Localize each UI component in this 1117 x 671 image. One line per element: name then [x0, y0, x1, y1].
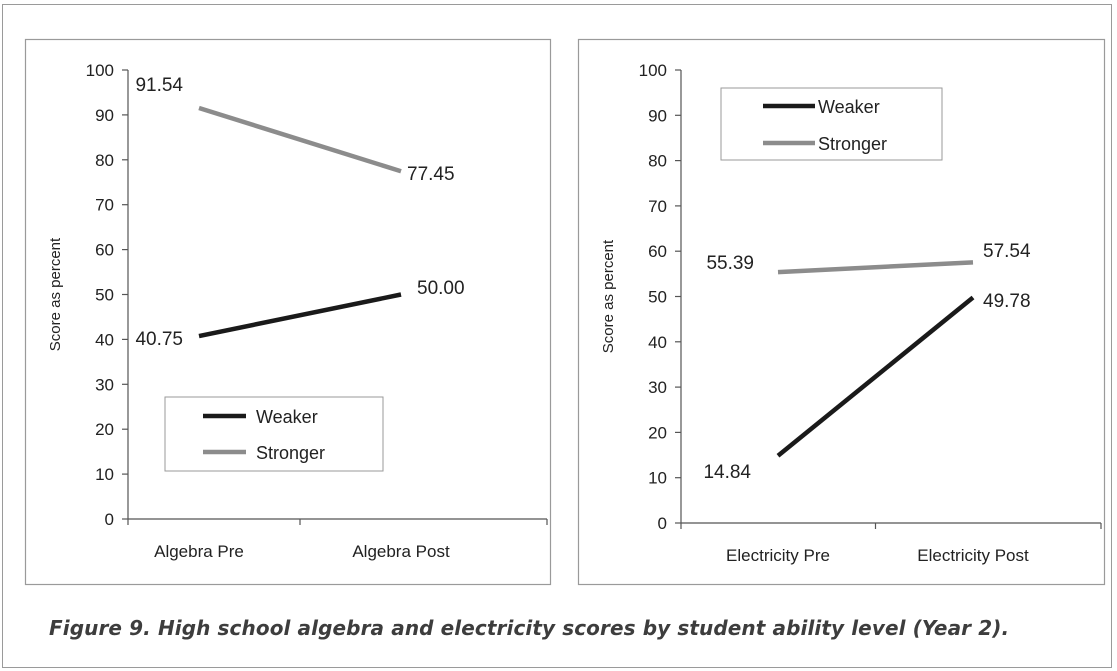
algebra-data-label: 40.75	[135, 329, 183, 350]
electricity-data-label: 49.78	[983, 291, 1031, 312]
electricity-y-tick-label: 0	[658, 514, 667, 533]
algebra-series-line-stronger	[198, 105, 402, 174]
electricity-y-tick-label: 40	[648, 333, 667, 352]
algebra-y-tick-label: 100	[86, 61, 114, 80]
algebra-data-label: 91.54	[135, 75, 183, 96]
algebra-y-axis-title: Score as percent	[47, 237, 64, 351]
electricity-y-axis-title: Score as percent	[600, 239, 617, 353]
algebra-y-tick-label: 20	[95, 420, 114, 439]
electricity-series-line-stronger	[777, 260, 974, 275]
algebra-chart: 0 10 20 30 40 50 60 70 80 90 100 Algebra Pre Algebra…	[24, 38, 552, 586]
electricity-y-tick-label: 70	[648, 197, 667, 216]
algebra-category-label: Algebra Post	[352, 542, 450, 561]
algebra-chart-panel: 0 10 20 30 40 50 60 70 80 90 100 Algebra Pre Algebra…	[24, 38, 552, 586]
algebra-y-tick-label: 10	[95, 465, 114, 484]
electricity-chart-panel: 0 10 20 30 40 50 60 70 80 90 100 Electricity Pre Ele…	[577, 38, 1106, 586]
algebra-y-tick-label: 40	[95, 330, 114, 349]
electricity-y-tick-label: 50	[648, 288, 667, 307]
electricity-category-label: Electricity Post	[917, 546, 1029, 565]
electricity-y-tick-label: 90	[648, 106, 667, 125]
algebra-y-tick-label: 60	[95, 241, 114, 260]
algebra-category-label: Algebra Pre	[154, 542, 244, 561]
electricity-y-tick-label: 10	[648, 469, 667, 488]
electricity-data-label: 57.54	[983, 241, 1031, 262]
algebra-legend-label: Stronger	[256, 443, 325, 463]
algebra-series-line-weaker	[198, 292, 402, 339]
algebra-legend-box	[164, 396, 384, 472]
electricity-data-label: 14.84	[703, 462, 751, 483]
electricity-legend-label: Stronger	[818, 134, 887, 154]
algebra-panel-border	[24, 38, 552, 586]
electricity-y-tick-label: 60	[648, 242, 667, 261]
figure-caption: Figure 9. High school algebra and electr…	[49, 616, 1010, 640]
electricity-category-label: Electricity Pre	[726, 546, 830, 565]
algebra-y-tick-label: 70	[95, 196, 114, 215]
algebra-data-label: 77.45	[407, 164, 455, 185]
electricity-legend-label: Weaker	[818, 97, 880, 117]
electricity-chart: 0 10 20 30 40 50 60 70 80 90 100 Electricity Pre Ele…	[577, 38, 1106, 586]
electricity-data-label: 55.39	[706, 253, 754, 274]
algebra-y-tick-label: 50	[95, 286, 114, 305]
electricity-legend-box	[720, 87, 943, 161]
algebra-legend-label: Weaker	[256, 407, 318, 427]
electricity-y-tick-label: 30	[648, 378, 667, 397]
electricity-y-tick-label: 80	[648, 152, 667, 171]
electricity-series-line-weaker	[776, 295, 975, 458]
electricity-y-tick-label: 100	[639, 61, 667, 80]
algebra-y-tick-label: 30	[95, 375, 114, 394]
algebra-y-tick-label: 0	[105, 510, 114, 529]
algebra-y-tick-label: 90	[95, 106, 114, 125]
figure-frame	[2, 4, 1112, 668]
electricity-y-tick-label: 20	[648, 423, 667, 442]
algebra-y-tick-label: 80	[95, 151, 114, 170]
algebra-data-label: 50.00	[417, 278, 465, 299]
